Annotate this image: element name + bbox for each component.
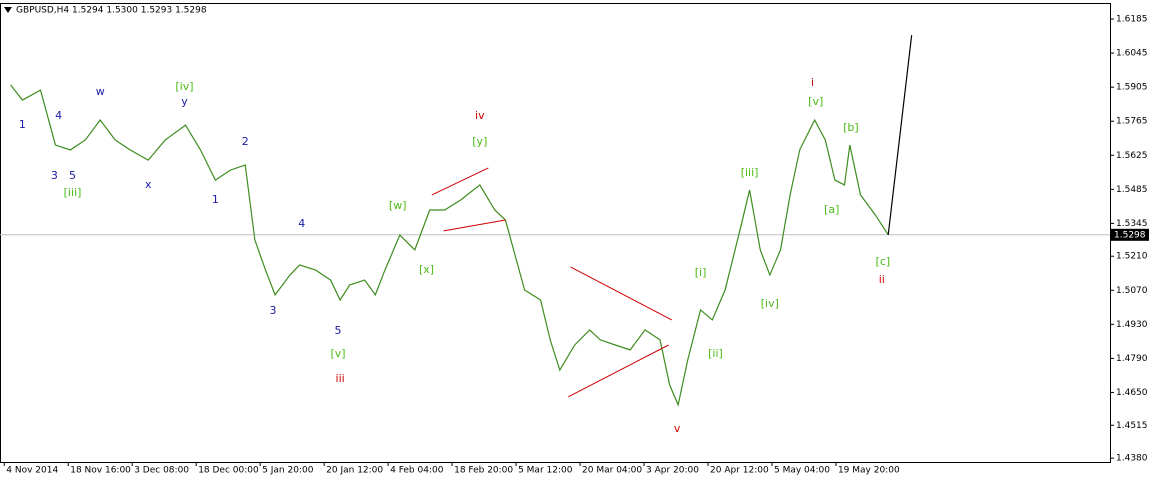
y-tick-label: 1.5905	[1116, 83, 1148, 93]
wave-label: 1	[19, 118, 26, 131]
y-tick-label: 1.4380	[1116, 454, 1148, 464]
y-tick-label: 1.5210	[1116, 252, 1148, 262]
price-line	[887, 35, 913, 235]
wave-label: 4	[55, 109, 62, 122]
wave-label: [b]	[843, 121, 859, 134]
trend-line	[431, 167, 489, 196]
wave-label: 2	[242, 135, 249, 148]
x-tick-label: 18 Feb 20:00	[454, 466, 513, 476]
x-tick-label: 20 Mar 04:00	[582, 466, 642, 476]
wave-label: [v]	[330, 347, 345, 360]
last-price-label: 1.5298	[1114, 230, 1146, 240]
wave-label: [x]	[419, 263, 434, 276]
y-tick-label: 1.5070	[1116, 286, 1148, 296]
y-tick-label: 1.4650	[1116, 388, 1148, 398]
wave-label: [i]	[695, 266, 707, 279]
wave-label: [a]	[824, 203, 839, 216]
y-tick-label: 1.6045	[1116, 49, 1148, 59]
wave-label: x	[145, 178, 152, 191]
price-line	[10, 84, 889, 407]
x-tick-label: 18 Dec 00:00	[198, 466, 259, 476]
wave-label: [ii]	[708, 347, 723, 360]
y-tick-label: 1.4515	[1116, 421, 1148, 431]
wave-label: 3	[51, 169, 58, 182]
wave-label: [iii]	[64, 186, 82, 199]
wave-label: [iv]	[175, 80, 193, 93]
y-tick-label: 1.5485	[1116, 185, 1148, 195]
wave-label: 5	[69, 169, 76, 182]
wave-label: 5	[335, 324, 342, 337]
wave-label: 3	[269, 304, 276, 317]
wave-label: 4	[298, 217, 305, 230]
wave-label: v	[674, 422, 681, 435]
last-price-box	[1111, 228, 1149, 241]
wave-label: i	[811, 76, 814, 89]
x-tick-label: 19 May 20:00	[838, 466, 900, 476]
x-tick-label: 3 Apr 20:00	[646, 466, 699, 476]
plot-frame	[0, 3, 1111, 463]
y-tick-label: 1.5345	[1116, 219, 1148, 229]
trend-line	[570, 266, 672, 321]
x-tick-label: 18 Nov 16:00	[70, 466, 131, 476]
x-tick-label: 4 Nov 2014	[6, 466, 58, 476]
y-tick-label: 1.5625	[1116, 151, 1148, 161]
wave-label: iii	[336, 372, 345, 385]
chart-title: GBPUSD,H4 1.5294 1.5300 1.5293 1.5298	[16, 6, 207, 16]
symbol-icon	[4, 7, 12, 13]
trend-line	[443, 219, 506, 232]
wave-label: iv	[475, 109, 485, 122]
wave-label: w	[96, 85, 105, 98]
y-tick-label: 1.4790	[1116, 354, 1148, 364]
wave-label: ii	[879, 273, 885, 286]
wave-label: [w]	[389, 199, 407, 212]
y-tick-label: 1.4930	[1116, 320, 1148, 330]
wave-label: y	[181, 95, 188, 108]
x-tick-label: 5 May 04:00	[774, 466, 830, 476]
wave-label: [v]	[808, 95, 823, 108]
x-tick-label: 3 Dec 08:00	[134, 466, 189, 476]
wave-label: [iv]	[761, 297, 779, 310]
trend-line	[568, 344, 669, 398]
y-tick-label: 1.5765	[1116, 117, 1148, 127]
x-tick-label: 20 Apr 12:00	[710, 466, 769, 476]
wave-label: [iii]	[741, 166, 759, 179]
x-tick-label: 4 Feb 04:00	[390, 466, 444, 476]
wave-label: [c]	[876, 255, 891, 268]
y-tick-label: 1.6185	[1116, 15, 1148, 25]
x-tick-label: 20 Jan 12:00	[326, 466, 383, 476]
wave-label: [y]	[472, 135, 487, 148]
x-tick-label: 5 Jan 20:00	[262, 466, 314, 476]
x-tick-label: 5 Mar 12:00	[518, 466, 573, 476]
wave-label: 1	[212, 193, 219, 206]
